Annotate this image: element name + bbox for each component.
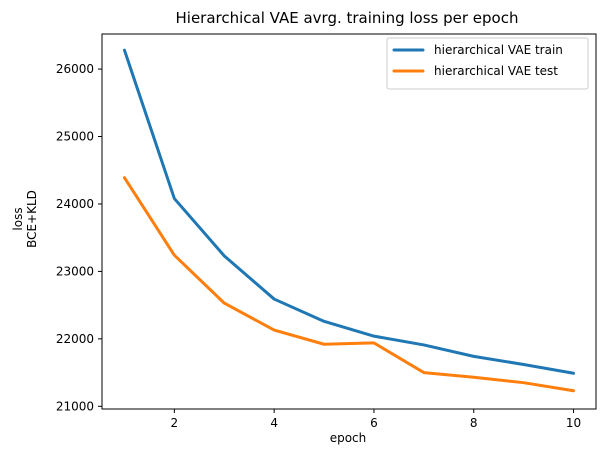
x-tick-label: 6 <box>370 416 378 430</box>
y-tick-label: 21000 <box>56 399 94 413</box>
y-axis: 21000 22000 23000 24000 25000 26000 <box>56 62 102 413</box>
series-lines <box>122 48 576 393</box>
legend-test-label: hierarchical VAE test <box>434 64 558 78</box>
x-tick-label: 8 <box>470 416 478 430</box>
x-tick-label: 4 <box>270 416 278 430</box>
y-tick-label: 23000 <box>56 264 94 278</box>
chart-title: Hierarchical VAE avrg. training loss per… <box>176 9 519 27</box>
y-tick-label: 24000 <box>56 197 94 211</box>
legend-box <box>386 37 589 90</box>
y-tick-label: 22000 <box>56 332 94 346</box>
plot-frame <box>101 33 597 410</box>
y-axis-label-line-2: BCE+KLD <box>25 190 39 248</box>
legend-train-label: hierarchical VAE train <box>434 43 563 57</box>
x-axis: 2 4 6 8 10 <box>171 409 581 430</box>
x-axis-label: epoch <box>330 431 367 445</box>
train-series-line <box>122 48 576 375</box>
y-axis-label-line-1: loss <box>11 207 25 230</box>
y-axis-label: loss BCE+KLD <box>11 190 39 248</box>
legend: hierarchical VAE train hierarchical VAE t… <box>386 37 589 90</box>
test-series-line <box>122 176 576 393</box>
plot-area <box>101 33 597 410</box>
y-tick-label: 25000 <box>56 130 94 144</box>
x-tick-label: 10 <box>566 416 581 430</box>
y-tick-label: 26000 <box>56 62 94 76</box>
x-tick-label: 2 <box>171 416 179 430</box>
